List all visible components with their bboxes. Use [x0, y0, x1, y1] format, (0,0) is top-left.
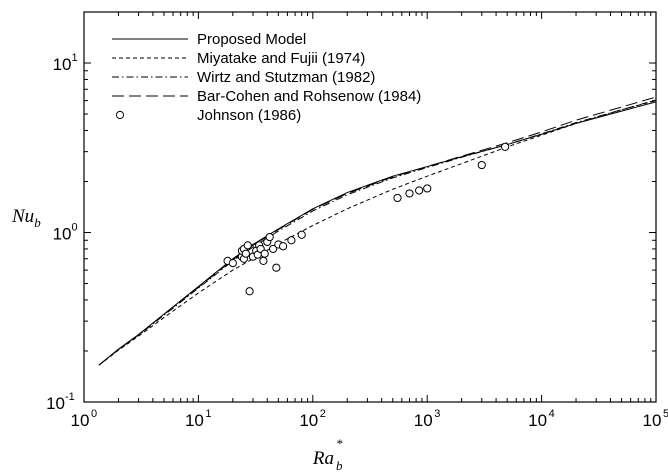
y-tick-label: 10: [53, 55, 72, 74]
data-point: [405, 189, 414, 198]
y-tick-exponent: -1: [65, 391, 75, 403]
legend-entry: Proposed Model: [112, 31, 306, 48]
series-layer: [98, 96, 656, 366]
legend-entry: Bar-Cohen and Rohsenow (1984): [112, 88, 421, 105]
data-point: [260, 249, 269, 258]
axis-labels: Nub Ra* b: [11, 206, 343, 473]
legend: Proposed Model Miyatake and Fujii (1974) W…: [112, 31, 421, 124]
y-axis-label: Nub: [11, 206, 41, 230]
x-tick-exponent: 5: [663, 408, 668, 420]
legend-label: Bar-Cohen and Rohsenow (1984): [197, 88, 421, 105]
legend-label: Wirtz and Stutzman (1982): [197, 69, 375, 86]
legend-entry: Miyatake and Fujii (1974): [112, 50, 365, 67]
y-tick-label: 10: [46, 394, 65, 413]
y-tick-exponent: 1: [72, 52, 78, 64]
x-axis-label: Ra* b: [312, 436, 343, 473]
svg-text:b: b: [336, 458, 343, 473]
plot-area: [83, 11, 657, 403]
x-tick-exponent: 4: [549, 408, 555, 420]
x-tick-exponent: 1: [205, 408, 211, 420]
data-point: [228, 258, 237, 268]
series-1-line: [98, 100, 656, 366]
x-tick-label: 10: [643, 411, 662, 430]
series-3-line: [98, 96, 656, 366]
x-tick-exponent: 0: [91, 408, 97, 420]
series-2-line: [98, 99, 656, 366]
x-tick-exponent: 3: [434, 408, 440, 420]
data-point: [287, 236, 296, 245]
x-tick-exponent: 2: [320, 408, 326, 420]
x-tick-label: 10: [414, 411, 433, 430]
plot-frame: [83, 11, 657, 403]
data-point: [423, 184, 432, 193]
data-point: [243, 241, 252, 250]
y-tick-label: 10: [53, 225, 72, 244]
data-point: [245, 287, 254, 296]
data-point: [477, 160, 486, 170]
data-point: [501, 142, 510, 151]
legend-marker: [115, 110, 125, 120]
series-0-line: [98, 101, 656, 366]
data-point: [272, 263, 281, 272]
x-tick-label: 10: [299, 411, 318, 430]
x-tick-label: 10: [71, 411, 90, 430]
svg-text:*: *: [336, 436, 343, 451]
y-tick-exponent: 0: [72, 222, 78, 234]
x-tick-label: 10: [528, 411, 547, 430]
data-point: [278, 242, 288, 251]
data-point: [297, 230, 306, 239]
svg-text:Ra: Ra: [312, 448, 334, 469]
tick-layer: 10 0 10 1 10 2 10 3 10 4 10 510 -110 010 1: [46, 11, 668, 430]
legend-entry: Wirtz and Stutzman (1982): [112, 69, 375, 86]
x-tick-label: 10: [185, 411, 204, 430]
data-point: [393, 193, 402, 203]
data-point: [259, 256, 268, 265]
data-point: [265, 232, 274, 242]
data-point: [415, 186, 424, 195]
legend-label: Miyatake and Fujii (1974): [197, 50, 365, 67]
legend-entry: Johnson (1986): [115, 107, 301, 124]
legend-label: Proposed Model: [197, 31, 306, 48]
series-4-points: [223, 142, 510, 296]
legend-label: Johnson (1986): [197, 107, 301, 124]
data-point: [269, 244, 278, 254]
data-point: [241, 249, 250, 258]
